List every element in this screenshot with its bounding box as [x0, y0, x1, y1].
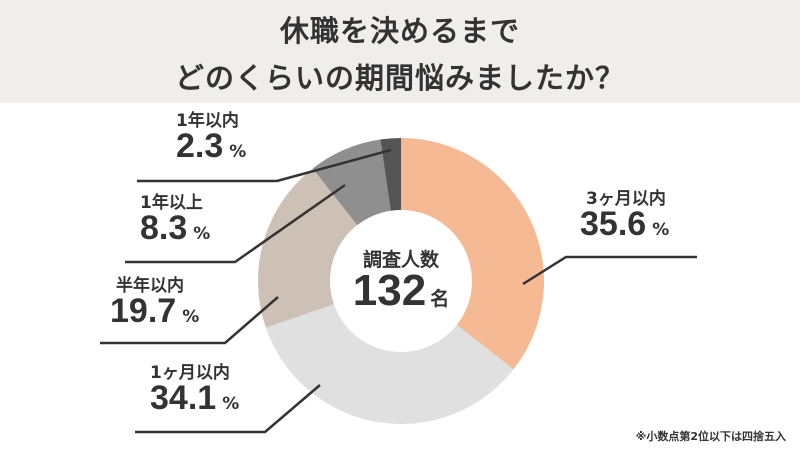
category-label: 半年以内	[116, 276, 184, 296]
value-label: 34.1	[150, 379, 217, 417]
label-over-1year: 1年以上 8.3%	[140, 188, 210, 248]
rounding-note: ※小数点第2位以下は四捨五入	[635, 430, 786, 443]
percent-unit: %	[222, 394, 240, 414]
label-within-1year: 1年以内 2.3%	[176, 106, 246, 166]
percent-unit: %	[193, 224, 211, 244]
category-label: 1ヶ月以内	[150, 363, 230, 383]
header-band: 休職を決めるまで どのくらいの期間悩みましたか？	[0, 0, 800, 103]
leader-line-3	[125, 183, 346, 264]
leader-line-1	[135, 384, 321, 434]
donut-slice-1	[265, 304, 514, 424]
leader-line-4	[137, 148, 392, 183]
value-label: 35.6	[580, 205, 647, 243]
percent-unit: %	[652, 220, 670, 240]
center-count: 132 名	[331, 266, 471, 316]
donut-slice-4	[380, 138, 401, 211]
title-line-1: 休職を決めるまで	[279, 14, 520, 48]
percent-unit: %	[182, 307, 200, 327]
donut-slice-0	[401, 138, 545, 370]
label-3months: 3ヶ月以内 35.6%	[580, 184, 669, 244]
percent-unit: %	[229, 142, 247, 162]
donut-slice-2	[258, 168, 358, 328]
leader-line-0	[522, 255, 697, 286]
center-label: 調査人数	[362, 249, 439, 271]
category-label: 3ヶ月以内	[586, 189, 666, 209]
leader-line-2	[100, 296, 279, 345]
value-label: 19.7	[110, 292, 177, 330]
title-line-2: どのくらいの期間悩みましたか？	[174, 61, 625, 95]
label-half-year: 半年以内 19.7%	[110, 271, 199, 331]
category-label: 1年以上	[140, 193, 203, 213]
label-1month: 1ヶ月以内 34.1%	[150, 358, 239, 418]
value-label: 2.3	[176, 127, 224, 165]
donut-slice-3	[312, 139, 391, 226]
center-count-value: 132	[352, 266, 427, 315]
center-count-unit: 名	[430, 288, 450, 310]
category-label: 1年以内	[176, 111, 239, 131]
value-label: 8.3	[140, 209, 188, 247]
